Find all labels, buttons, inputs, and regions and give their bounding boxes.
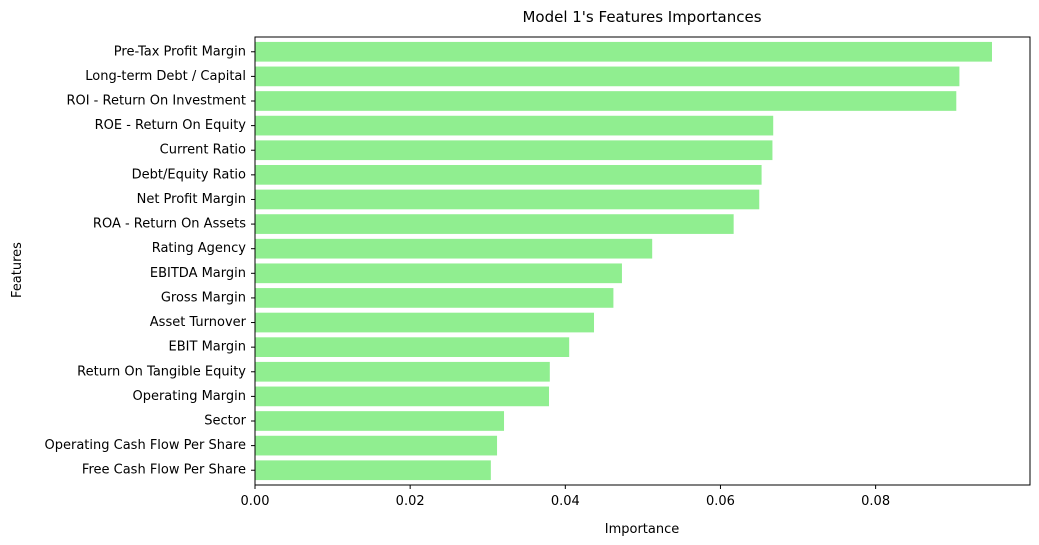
x-tick-label: 0.08 — [861, 494, 890, 509]
bar — [255, 238, 653, 259]
plot-frame — [254, 36, 1031, 486]
y-tick-label: Gross Margin — [161, 290, 246, 305]
bar — [255, 337, 570, 357]
x-tick-label: 0.04 — [551, 494, 580, 509]
y-axis-ticks: Pre-Tax Profit Margin Long-term Debt / Ca… — [45, 44, 255, 478]
y-tick-label: Free Cash Flow Per Share — [82, 463, 246, 478]
bar — [255, 165, 762, 185]
y-tick-label: EBIT Margin — [169, 340, 246, 355]
y-tick-label: ROI - Return On Investment — [66, 94, 246, 109]
chart-title: Model 1's Features Importances — [522, 8, 761, 26]
bar — [255, 91, 957, 111]
y-tick-label: Operating Cash Flow Per Share — [45, 438, 247, 453]
bar — [255, 386, 550, 407]
y-tick-label: Net Profit Margin — [137, 192, 246, 207]
x-tick-label: 0.06 — [706, 494, 735, 509]
y-tick-label: Sector — [204, 414, 246, 429]
bar — [255, 460, 491, 481]
y-tick-label: Pre-Tax Profit Margin — [114, 44, 246, 59]
bar — [255, 312, 595, 333]
x-tick-label: 0.02 — [396, 494, 425, 509]
y-tick-label: Operating Margin — [132, 389, 246, 404]
bar — [255, 411, 505, 431]
bar — [255, 263, 622, 284]
y-tick-label: ROA - Return On Assets — [93, 217, 246, 232]
bar — [255, 41, 992, 62]
x-tick-label: 0.00 — [241, 494, 270, 509]
y-axis-label: Features — [10, 242, 25, 298]
y-tick-label: ROE - Return On Equity — [95, 118, 247, 133]
bar — [255, 115, 774, 136]
bar — [255, 361, 550, 382]
y-tick-label: Asset Turnover — [150, 315, 247, 330]
x-axis-label: Importance — [605, 522, 680, 537]
bars-group — [255, 41, 992, 481]
bar — [255, 66, 960, 87]
bar — [255, 214, 734, 234]
bar — [255, 189, 760, 210]
bar — [255, 140, 773, 161]
y-tick-label: Long-term Debt / Capital — [85, 69, 246, 84]
x-axis-ticks: 0.00 0.02 0.04 0.06 0.08 — [241, 485, 890, 509]
y-tick-label: Return On Tangible Equity — [77, 364, 246, 379]
y-tick-label: Debt/Equity Ratio — [132, 167, 246, 182]
bar — [255, 435, 498, 456]
y-tick-label: Current Ratio — [160, 143, 246, 158]
bar — [255, 288, 614, 308]
y-tick-label: Rating Agency — [152, 241, 247, 256]
y-tick-label: EBITDA Margin — [150, 266, 246, 281]
